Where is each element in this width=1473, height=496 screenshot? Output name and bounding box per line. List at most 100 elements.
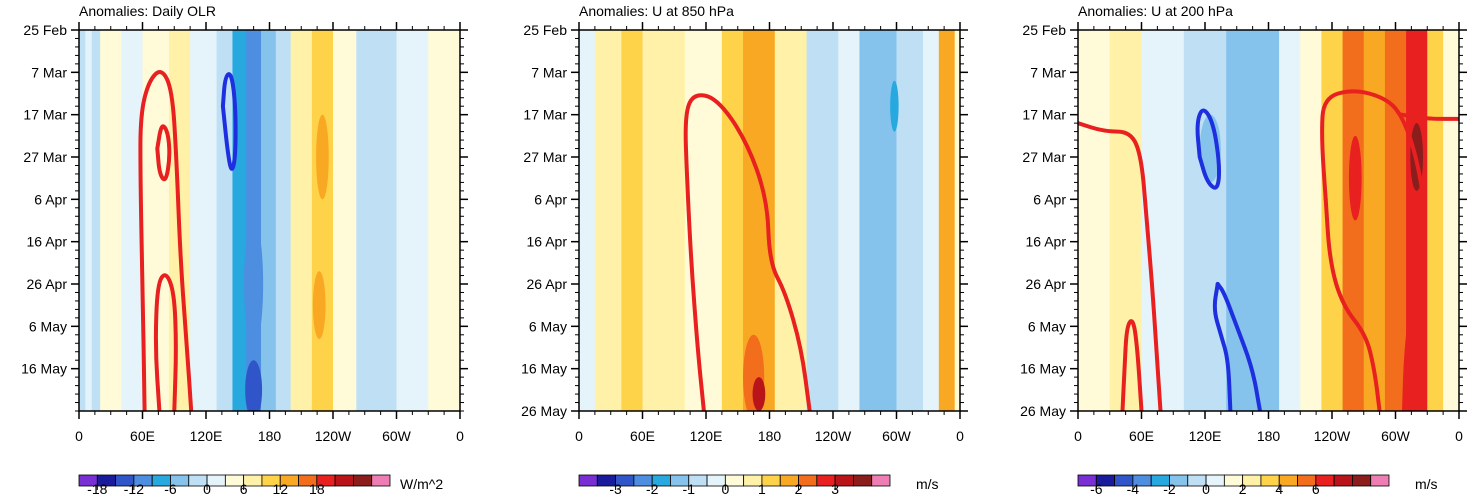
colorbar-label: -6: [1090, 481, 1103, 496]
anomaly-band: [1078, 30, 1111, 411]
anomaly-band: [311, 30, 334, 411]
y-tick-label: 6 Apr: [534, 191, 567, 207]
anomaly-band: [1247, 30, 1280, 411]
colorbar-label: 2: [1239, 481, 1247, 496]
anomaly-band: [1226, 30, 1248, 411]
anomaly-blob: [312, 271, 326, 340]
colorbar-units: W/m^2: [400, 476, 443, 492]
axes: 0 60E 120E 180 120W 60W 0 25 Feb 7 Mar 17 Mar 27 M…: [21, 22, 468, 444]
anomaly-band: [356, 30, 397, 411]
anomaly-blob: [890, 80, 899, 132]
anomaly-band: [1427, 30, 1444, 411]
red-contour: [1399, 112, 1459, 121]
plot-area: [79, 30, 460, 411]
colorbar-label: -2: [1163, 481, 1176, 496]
anomaly-blob: [245, 360, 263, 411]
colorbar-label: 0: [721, 481, 729, 496]
colorbar-cell: [853, 474, 873, 487]
colorbar-cell: [578, 474, 598, 487]
colorbar-label: 12: [272, 481, 288, 496]
anomaly-band: [428, 30, 460, 411]
x-tick-label: 180: [758, 428, 782, 444]
colorbar-cell: [1333, 474, 1353, 487]
colorbar-label: 6: [1312, 481, 1320, 496]
plot-area: [1078, 30, 1459, 411]
y-tick-label: 6 Apr: [34, 191, 67, 207]
anomaly-band: [1384, 30, 1407, 411]
y-tick-label: 25 Feb: [1022, 22, 1066, 38]
x-tick-label: 120E: [190, 428, 223, 444]
x-tick-label: 60W: [1381, 428, 1411, 444]
y-tick-label: 16 May: [521, 361, 567, 377]
red-contour: [1078, 121, 1163, 411]
anomaly-band: [79, 30, 86, 411]
colorbar-label: -2: [646, 481, 659, 496]
colorbar-label: 1: [758, 481, 766, 496]
x-tick-label: 120W: [1314, 428, 1351, 444]
anomaly-band: [100, 30, 122, 411]
anomaly-band: [938, 30, 956, 411]
x-tick-label: 60E: [630, 428, 655, 444]
x-tick-label: 0: [956, 428, 964, 444]
anomaly-band: [721, 30, 744, 411]
anomaly-band: [91, 30, 101, 411]
anomaly-blob: [752, 377, 766, 411]
y-tick-label: 7 Mar: [31, 64, 67, 80]
anomaly-blob: [1348, 135, 1362, 221]
y-tick-label: 25 Feb: [523, 22, 567, 38]
x-tick-label: 0: [575, 428, 583, 444]
y-tick-label: 26 May: [521, 403, 567, 419]
colorbar-cell: [871, 474, 891, 487]
colorbar-label: -3: [609, 481, 622, 496]
anomaly-band: [954, 30, 960, 411]
plot-area: [579, 30, 960, 411]
panel-title: Anomalies: Daily OLR: [79, 3, 216, 19]
x-tick-label: 120W: [315, 428, 352, 444]
y-tick-label: 27 Mar: [23, 149, 67, 165]
x-tick-label: 60W: [882, 428, 912, 444]
y-tick-label: 7 Mar: [1030, 64, 1066, 80]
colorbar-label: -18: [87, 481, 107, 496]
red-contour: [1320, 89, 1427, 411]
y-tick-label: 26 May: [1020, 403, 1066, 419]
panel-u200: Anomalies: U at 200 hPa 0 60E 120E 180 120W 6…: [1020, 3, 1467, 496]
anomaly-band: [216, 30, 233, 411]
colorbar: -18 -12 -6 0 6 12 18: [78, 474, 391, 496]
anomaly-band: [333, 30, 357, 411]
anomaly-band: [838, 30, 860, 411]
y-tick-label: 17 Mar: [523, 107, 567, 123]
anomaly-band: [1183, 30, 1227, 411]
y-tick-label: 6 Apr: [1033, 191, 1066, 207]
anomaly-band: [1443, 30, 1459, 411]
axes: 0 60E 120E 180 120W 60W 0 25 Feb 7 Mar 17 Mar 27 M…: [521, 22, 968, 444]
colorbar-cell: [371, 474, 391, 487]
colorbar-label: 4: [1275, 481, 1283, 496]
red-contour: [683, 93, 812, 411]
x-tick-label: 120W: [815, 428, 852, 444]
colorbar: -3 -2 -1 0 1 2 3: [578, 474, 891, 496]
y-tick-label: 6 May: [29, 318, 67, 334]
x-tick-label: 60E: [1129, 428, 1154, 444]
colorbar: -6 -4 -2 0 2 4 6: [1077, 474, 1390, 496]
colorbar-cell: [353, 474, 373, 487]
colorbar-units: m/s: [916, 476, 939, 492]
anomaly-band: [290, 30, 313, 411]
colorbar-label: 0: [203, 481, 211, 496]
colorbar-label: -6: [164, 481, 177, 496]
colorbar-label: -1: [683, 481, 696, 496]
y-tick-label: 26 Apr: [27, 276, 68, 292]
anomaly-band: [1363, 30, 1386, 411]
blue-contour: [1215, 282, 1262, 411]
anomaly-band: [85, 30, 93, 411]
anomaly-band: [579, 30, 596, 411]
anomaly-band: [275, 30, 292, 411]
y-tick-label: 7 Mar: [531, 64, 567, 80]
colorbar-cell: [334, 474, 354, 487]
y-tick-label: 16 Apr: [27, 234, 68, 250]
y-tick-label: 17 Mar: [23, 107, 67, 123]
anomaly-band: [922, 30, 940, 411]
y-tick-label: 27 Mar: [1022, 149, 1066, 165]
colorbar-label: -4: [1127, 481, 1140, 496]
panel-title: Anomalies: U at 200 hPa: [1078, 3, 1233, 19]
